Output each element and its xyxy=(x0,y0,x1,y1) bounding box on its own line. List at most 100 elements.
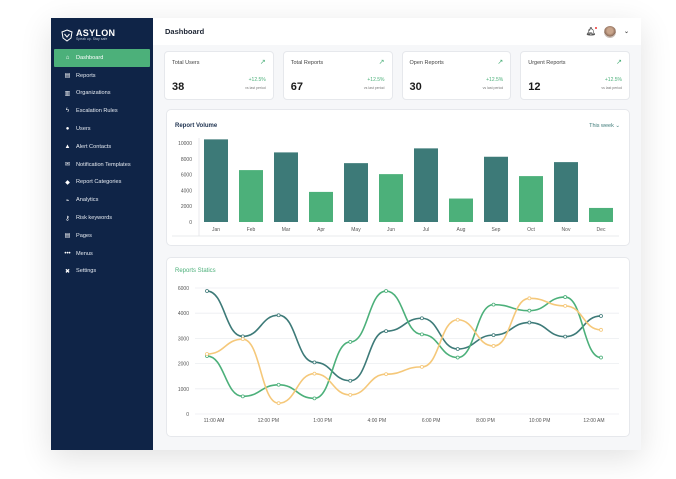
stat-note: vs last period xyxy=(363,86,385,90)
avatar[interactable] xyxy=(603,25,616,38)
stat-label: Total Reports xyxy=(290,60,324,66)
logo: ASYLON Speak up. Stay safe xyxy=(51,24,153,46)
sidebar-item-menus[interactable]: ••• Menus xyxy=(54,245,150,263)
y-tick-label: 6000 xyxy=(181,173,192,179)
data-point xyxy=(276,401,281,406)
sidebar-item-label: Risk keywords xyxy=(76,215,113,222)
top-bar: Dashboard 🔔︎ ⌄ xyxy=(153,18,641,45)
data-point xyxy=(527,320,532,325)
sidebar-item-label: Reports xyxy=(76,72,96,79)
y-tick-label: 3000 xyxy=(178,336,189,342)
data-point xyxy=(455,317,460,322)
stat-label: Open Reports xyxy=(409,60,444,66)
stat-change: +12.5% xyxy=(248,77,266,83)
report-volume-title: Report Volume xyxy=(175,123,218,129)
y-tick-label: 0 xyxy=(189,220,192,226)
sidebar-item-pages[interactable]: ▤ Pages xyxy=(54,227,150,245)
tags-icon: ◆ xyxy=(65,179,70,186)
sidebar-item-report-categories[interactable]: ◆ Report Categories xyxy=(54,174,150,192)
chevron-down-icon[interactable]: ⌄ xyxy=(623,29,629,35)
data-point xyxy=(312,360,317,365)
y-tick-label: 2000 xyxy=(181,204,192,210)
home-icon: ⌂ xyxy=(65,54,70,61)
chart-icon: ⌁ xyxy=(65,197,70,204)
data-point xyxy=(312,396,317,401)
data-point xyxy=(563,295,568,299)
sidebar-item-analytics[interactable]: ⌁ Analytics xyxy=(54,191,150,209)
chevron-down-icon: ⌄ xyxy=(615,123,620,129)
stat-change: +12.5% xyxy=(604,77,622,83)
sidebar-item-escalation-rules[interactable]: ϟ Escalation Rules xyxy=(54,102,150,120)
dots-icon: ••• xyxy=(64,250,71,257)
bar xyxy=(519,176,543,222)
x-tick-label: 12:00 PM xyxy=(258,418,279,424)
sidebar-item-organizations[interactable]: ▥ Organizations xyxy=(54,85,150,103)
data-point xyxy=(205,289,209,293)
sidebar-item-users[interactable]: ● Users xyxy=(54,120,150,138)
stat-label: Urgent Reports xyxy=(528,60,566,66)
data-point xyxy=(348,378,353,383)
stat-value: 12 xyxy=(528,81,541,93)
trending-up-icon: ↗ xyxy=(378,59,385,66)
sidebar-item-label: Alert Contacts xyxy=(76,143,112,150)
stat-label: Total Users xyxy=(172,60,200,66)
stat-note: vs last period xyxy=(601,86,622,90)
stat-card: Urgent Reports ↗ 12 +12.5% vs last period xyxy=(520,51,630,100)
trending-up-icon: ↗ xyxy=(616,59,622,66)
notification-bell-icon[interactable]: 🔔︎ xyxy=(585,27,598,36)
sidebar-item-reports[interactable]: ▤ Reports xyxy=(54,67,150,85)
x-tick-label: Dec xyxy=(597,227,606,233)
stat-value: 30 xyxy=(409,81,422,93)
bar xyxy=(414,148,438,222)
period-select[interactable]: This week ⌄ xyxy=(589,123,620,129)
series-line xyxy=(206,290,602,400)
y-tick-label: 4000 xyxy=(178,311,189,317)
shield-logo-icon xyxy=(61,28,73,42)
sidebar-item-label: Dashboard xyxy=(76,54,104,61)
bar xyxy=(589,207,613,222)
sidebar-item-label: Notification Templates xyxy=(76,161,131,168)
x-tick-label: 1:00 PM xyxy=(313,418,332,424)
sidebar-item-alert-contacts[interactable]: ▲ Alert Contacts xyxy=(54,138,150,156)
period-select-value: This week xyxy=(589,123,614,129)
data-point xyxy=(455,355,460,360)
stat-change: +12.5% xyxy=(367,77,385,83)
bell-icon: ▲ xyxy=(64,143,71,150)
key-icon: ⚷ xyxy=(65,215,70,222)
x-tick-label: Apr xyxy=(317,227,325,233)
document-icon: ▤ xyxy=(64,73,71,80)
y-tick-label: 6000 xyxy=(178,286,189,292)
sidebar-item-notification-templates[interactable]: ✉ Notification Templates xyxy=(54,156,150,174)
data-point xyxy=(599,355,603,360)
sidebar-item-dashboard[interactable]: ⌂ Dashboard xyxy=(54,49,150,67)
data-point xyxy=(240,337,245,342)
data-point xyxy=(312,371,317,376)
data-point xyxy=(205,352,209,356)
main-content: Dashboard 🔔︎ ⌄ Total Users ↗ 38 +12.5% vs la… xyxy=(153,18,641,450)
data-point xyxy=(420,364,424,369)
bar xyxy=(274,152,298,222)
y-tick-label: 8000 xyxy=(181,157,192,163)
bar xyxy=(484,156,508,222)
trending-up-icon: ↗ xyxy=(497,59,504,66)
sidebar-item-settings[interactable]: ✖ Settings xyxy=(54,263,150,281)
bar xyxy=(449,198,473,222)
data-point xyxy=(491,302,496,307)
y-tick-label: 4000 xyxy=(181,188,192,194)
sidebar-item-label: Menus xyxy=(76,250,93,257)
data-point xyxy=(563,334,568,339)
bar xyxy=(379,174,403,222)
data-point xyxy=(276,313,281,318)
sidebar-item-label: Escalation Rules xyxy=(76,108,118,115)
sidebar-item-risk-keywords[interactable]: ⚷ Risk keywords xyxy=(54,209,150,227)
data-point xyxy=(455,347,460,351)
data-point xyxy=(348,392,353,397)
tools-icon: ✖ xyxy=(64,268,71,275)
data-point xyxy=(384,289,388,293)
bar-chart: 0 2000 4000 6000 8000 10000 Jan Feb Mar Apr May Jun… xyxy=(172,138,619,237)
envelope-icon: ✉ xyxy=(64,162,71,169)
x-tick-label: May xyxy=(351,227,361,233)
sidebar-item-label: Report Categories xyxy=(76,179,122,186)
x-tick-label: 10:00 PM xyxy=(529,418,550,424)
x-tick-label: 6:00 PM xyxy=(422,418,441,424)
